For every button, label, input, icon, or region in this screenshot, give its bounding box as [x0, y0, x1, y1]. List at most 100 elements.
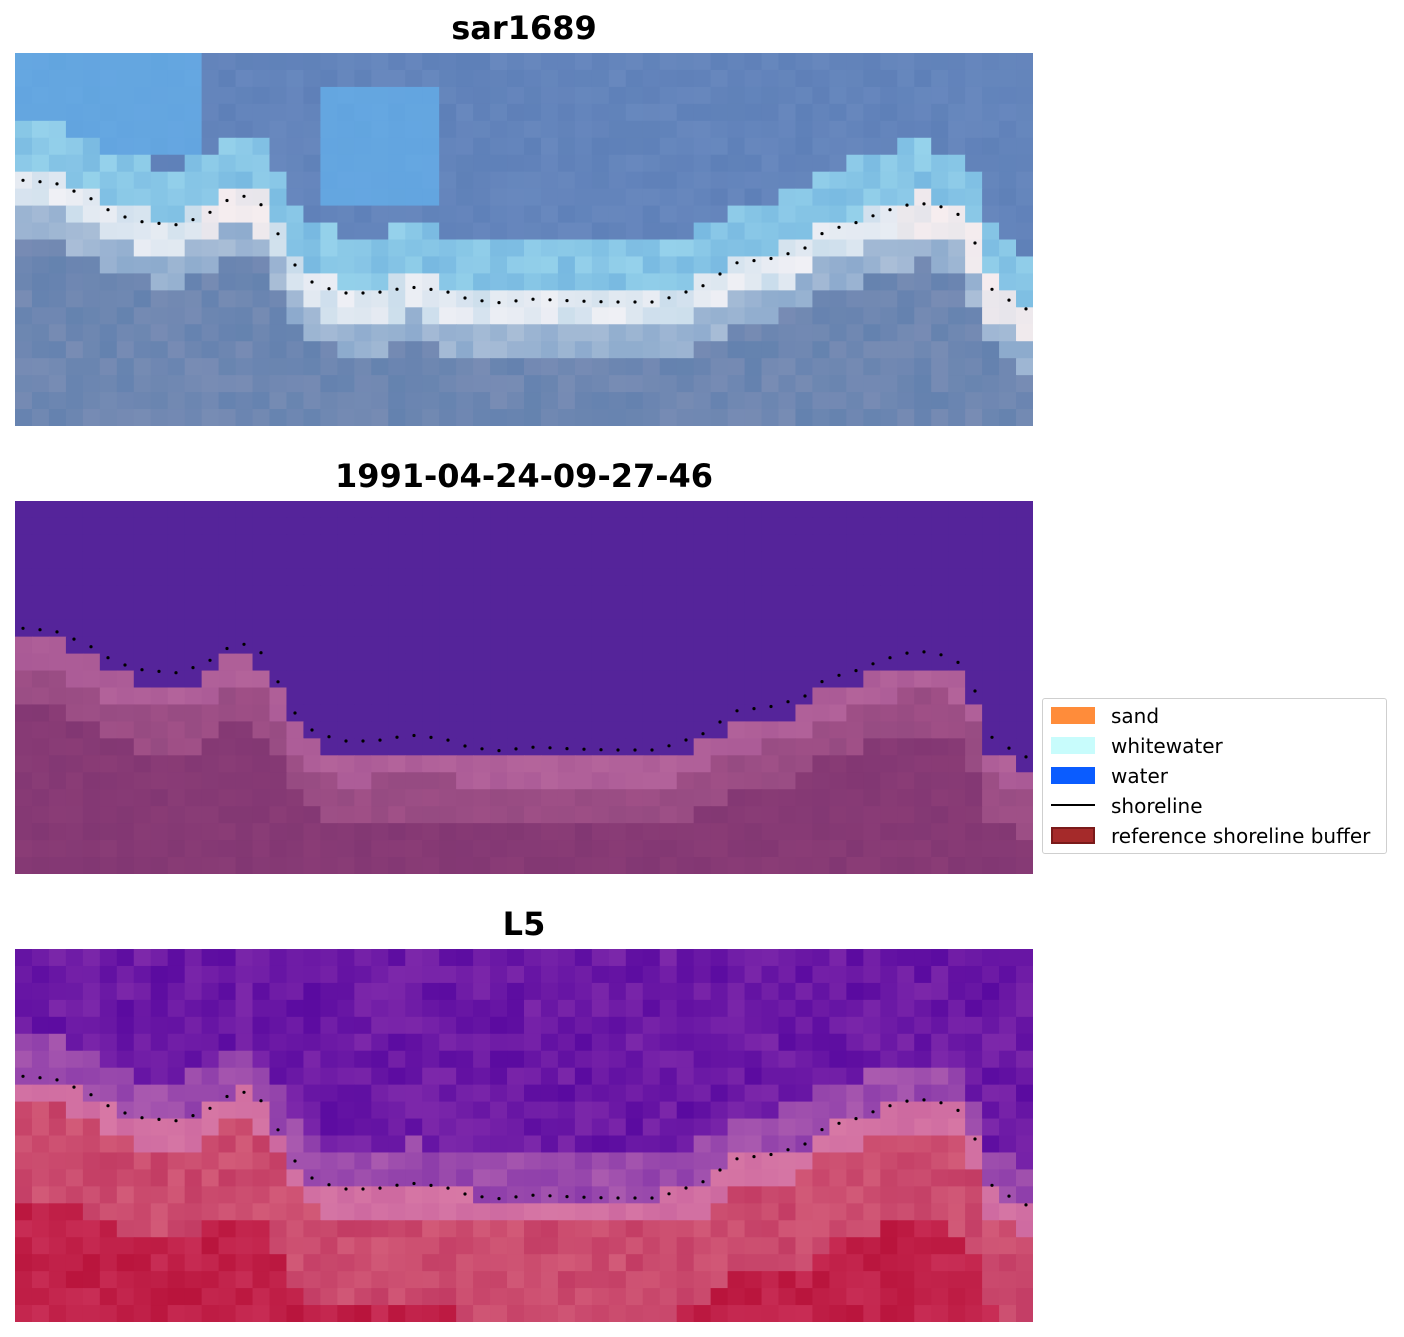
pixel-cell	[286, 999, 305, 1018]
pixel-cell	[574, 290, 593, 308]
pixel-cell	[405, 619, 423, 638]
pixel-cell	[269, 256, 288, 274]
pixel-cell	[710, 840, 729, 858]
pixel-cell	[897, 256, 915, 274]
pixel-cell	[965, 1118, 983, 1137]
pixel-cell	[557, 755, 576, 773]
pixel-cell	[269, 1305, 288, 1322]
pixel-cell	[116, 840, 135, 858]
pixel-cell	[388, 1084, 406, 1103]
pixel-cell	[218, 755, 237, 773]
pixel-cell	[863, 585, 881, 604]
pixel-cell	[931, 1135, 949, 1154]
pixel-cell	[642, 1152, 661, 1170]
pixel-cell	[540, 721, 559, 739]
pixel-cell	[354, 551, 372, 570]
pixel-cell	[557, 653, 576, 672]
pixel-cell	[31, 341, 50, 359]
pixel-cell	[625, 1169, 644, 1187]
pixel-cell	[184, 823, 203, 841]
pixel-cell	[388, 1288, 406, 1306]
pixel-cell	[15, 392, 33, 410]
pixel-cell	[422, 653, 440, 672]
pixel-cell	[201, 375, 220, 393]
pixel-cell	[218, 1152, 237, 1170]
pixel-cell	[625, 392, 644, 410]
pixel-cell	[540, 171, 559, 190]
pixel-cell	[659, 517, 678, 536]
pixel-cell	[116, 86, 135, 105]
pixel-cell	[354, 1271, 372, 1289]
pixel-cell	[761, 687, 780, 706]
pixel-cell	[524, 670, 542, 689]
pixel-cell	[863, 307, 881, 325]
pixel-cell	[897, 1203, 915, 1221]
pixel-cell	[591, 1169, 610, 1187]
pixel-cell	[371, 273, 389, 291]
pixel-cell	[456, 341, 474, 359]
pixel-cell	[591, 1067, 610, 1086]
pixel-cell	[965, 653, 983, 672]
pixel-cell	[557, 687, 576, 706]
pixel-cell	[676, 1135, 695, 1154]
pixel-cell	[642, 1220, 661, 1238]
pixel-cell	[625, 341, 644, 359]
pixel-cell	[880, 375, 898, 393]
pixel-cell	[31, 670, 50, 689]
shoreline-dot	[582, 1195, 586, 1199]
pixel-cell	[354, 222, 372, 241]
pixel-cell	[252, 1033, 271, 1052]
pixel-cell	[31, 738, 50, 756]
shoreline-dot	[412, 733, 416, 738]
pixel-cell	[48, 1118, 67, 1137]
pixel-cell	[422, 392, 440, 410]
pixel-cell	[625, 256, 644, 274]
shoreline-dot	[752, 259, 756, 263]
pixel-cell	[642, 982, 661, 1001]
pixel-cell	[965, 1220, 983, 1238]
pixel-cell	[507, 222, 525, 241]
pixel-cell	[608, 69, 627, 88]
pixel-cell	[48, 409, 67, 426]
pixel-cell	[150, 982, 169, 1001]
pixel-cell	[574, 188, 593, 207]
pixel-cell	[778, 755, 797, 773]
pixel-cell	[507, 823, 525, 841]
pixel-cell	[490, 670, 508, 689]
pixel-cell	[880, 534, 898, 553]
pixel-cell	[999, 1237, 1017, 1255]
shoreline-dot	[956, 212, 960, 216]
pixel-cell	[116, 188, 135, 207]
pixel-cell	[31, 1203, 50, 1221]
pixel-cell	[761, 103, 780, 122]
pixel-cell	[507, 965, 525, 984]
pixel-cell	[473, 103, 491, 122]
pixel-cell	[863, 551, 881, 570]
pixel-cell	[201, 806, 220, 824]
shoreline-dot	[106, 1104, 110, 1108]
pixel-cell	[524, 840, 542, 858]
pixel-cell	[999, 324, 1017, 342]
pixel-cell	[422, 1135, 440, 1154]
pixel-cell	[744, 840, 763, 858]
shoreline-dot	[888, 656, 892, 660]
pixel-cell	[829, 551, 847, 570]
pixel-cell	[931, 653, 949, 672]
pixel-cell	[608, 568, 627, 587]
pixel-cell	[761, 1220, 780, 1238]
pixel-cell	[778, 375, 797, 393]
pixel-cell	[235, 999, 254, 1018]
pixel-cell	[914, 69, 932, 88]
pixel-cell	[99, 1271, 118, 1289]
pixel-cell	[65, 949, 84, 967]
pixel-cell	[15, 53, 33, 71]
pixel-cell	[490, 137, 508, 156]
pixel-cell	[659, 1067, 678, 1086]
pixel-cell	[574, 205, 593, 224]
pixel-cell	[710, 823, 729, 841]
shoreline-dot	[718, 272, 722, 276]
pixel-cell	[557, 1152, 576, 1170]
pixel-cell	[659, 619, 678, 638]
pixel-cell	[133, 1271, 152, 1289]
pixel-cell	[218, 341, 237, 359]
